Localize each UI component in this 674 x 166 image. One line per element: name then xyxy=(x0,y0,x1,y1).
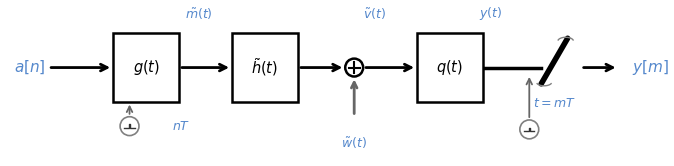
Bar xyxy=(113,33,179,102)
Text: $a[n]$: $a[n]$ xyxy=(14,59,46,76)
Bar xyxy=(417,33,483,102)
Text: $q(t)$: $q(t)$ xyxy=(437,58,464,77)
Text: $y[m]$: $y[m]$ xyxy=(632,58,669,77)
Text: $\tilde{m}(t)$: $\tilde{m}(t)$ xyxy=(185,7,213,22)
Text: $\tilde{v}(t)$: $\tilde{v}(t)$ xyxy=(363,7,386,22)
Text: $t = mT$: $t = mT$ xyxy=(532,97,576,110)
Text: $g(t)$: $g(t)$ xyxy=(133,58,160,77)
Bar xyxy=(232,33,298,102)
Text: $\tilde{h}(t)$: $\tilde{h}(t)$ xyxy=(251,57,278,79)
Text: $\tilde{w}(t)$: $\tilde{w}(t)$ xyxy=(341,136,367,151)
Text: $nT$: $nT$ xyxy=(172,120,190,133)
Text: $y(t)$: $y(t)$ xyxy=(479,5,503,22)
